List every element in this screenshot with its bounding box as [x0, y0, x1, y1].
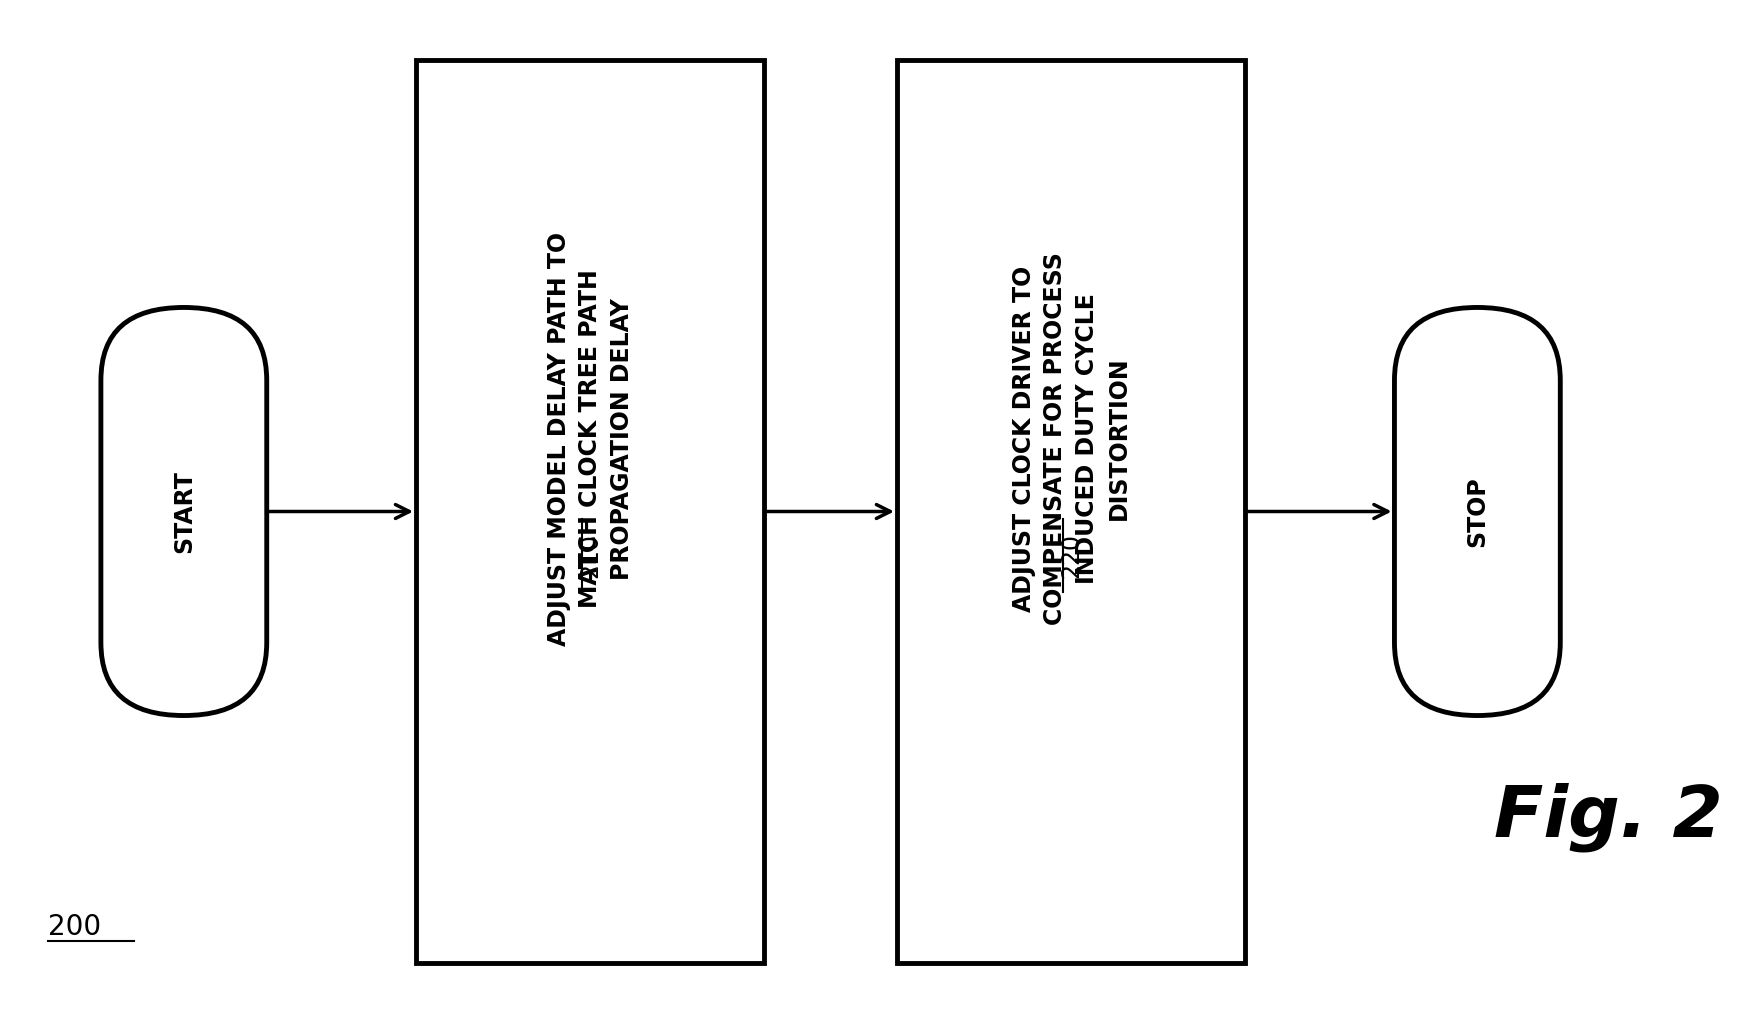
FancyBboxPatch shape [416, 59, 765, 964]
Text: 220: 220 [1059, 533, 1082, 578]
Text: 200: 200 [47, 914, 102, 941]
FancyBboxPatch shape [896, 59, 1245, 964]
Text: ADJUST MODEL DELAY PATH TO
MATCH CLOCK TREE PATH
PROPAGATION DELAY: ADJUST MODEL DELAY PATH TO MATCH CLOCK T… [547, 231, 633, 646]
Text: ADJUST CLOCK DRIVER TO
COMPENSATE FOR PROCESS
INDUCED DUTY CYCLE
DISTORTION: ADJUST CLOCK DRIVER TO COMPENSATE FOR PR… [1012, 253, 1131, 625]
Text: STOP: STOP [1465, 476, 1489, 547]
FancyBboxPatch shape [1394, 308, 1561, 715]
Text: Fig. 2: Fig. 2 [1494, 783, 1722, 852]
Text: START: START [172, 470, 196, 553]
FancyBboxPatch shape [102, 308, 267, 715]
Text: 210: 210 [579, 533, 602, 578]
